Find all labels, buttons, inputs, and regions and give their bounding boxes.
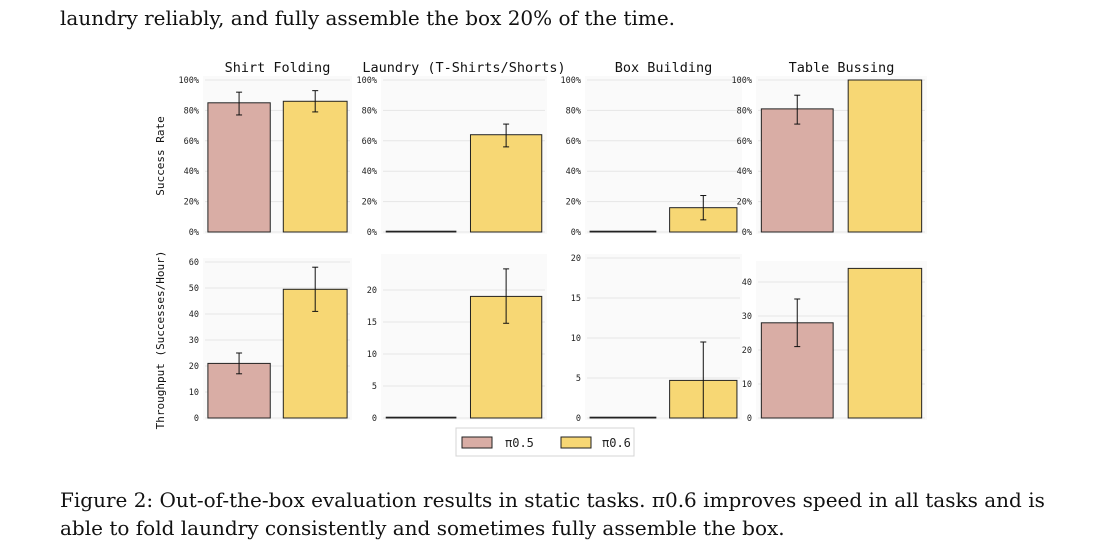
y-axis-label: Success Rate [154,116,167,195]
y-tick-label: 40% [362,167,377,177]
y-tick-label: 40% [566,167,581,177]
y-tick-label: 60% [362,137,377,147]
panel-title: Box Building [615,60,713,76]
y-tick-label: 50 [189,284,199,294]
y-tick-label: 100% [732,76,752,86]
y-tick-label: 0 [747,414,752,424]
y-tick-label: 20% [184,198,199,208]
y-tick-label: 15 [367,318,377,328]
y-tick-label: 10 [571,334,581,344]
bar-pi06 [282,100,348,233]
bar-pi05 [760,108,834,233]
y-tick-label: 100% [561,76,581,86]
y-tick-label: 80% [737,106,752,116]
bar-pi06 [469,134,543,233]
y-tick-label: 100% [179,76,199,86]
y-tick-label: 80% [566,106,581,116]
legend-label-pi05: π0.5 [505,436,534,450]
y-tick-label: 5 [576,374,581,384]
y-tick-label: 10 [742,380,752,390]
bar-pi05 [385,416,457,419]
y-tick-label: 0% [367,228,377,238]
y-tick-label: 15 [571,294,581,304]
legend-swatch-pi06 [560,436,592,449]
panel-title: Laundry (T-Shirts/Shorts) [362,60,565,76]
y-tick-label: 60% [566,137,581,147]
y-tick-label: 5 [372,382,377,392]
y-tick-label: 30 [742,312,752,322]
y-tick-label: 0 [194,414,199,424]
panel-title: Shirt Folding [225,60,331,76]
y-tick-label: 60 [189,258,199,268]
y-tick-label: 0 [576,414,581,424]
y-tick-label: 100% [357,76,377,86]
y-tick-label: 20 [189,362,199,372]
bar-pi06 [847,267,923,419]
panel-title: Table Bussing [789,60,895,76]
y-tick-label: 40% [737,167,752,177]
y-tick-label: 0% [571,228,581,238]
y-tick-label: 60% [737,137,752,147]
bar-pi05 [589,416,657,419]
y-tick-label: 20 [571,254,581,264]
y-tick-label: 30 [189,336,199,346]
y-axis-label: Throughput (Successes/Hour) [154,251,167,430]
figure-caption-line-1: Figure 2: Out-of-the-box evaluation resu… [60,488,1045,512]
y-tick-label: 60% [184,137,199,147]
legend-swatch-pi05 [461,436,493,449]
y-tick-label: 10 [367,350,377,360]
bar-pi05 [589,230,657,233]
y-tick-label: 0% [189,228,199,238]
y-tick-label: 80% [184,106,199,116]
legend-label-pi06: π0.6 [602,436,631,450]
y-tick-label: 40 [742,278,752,288]
bar-pi05 [385,230,457,233]
bar-pi06 [847,79,923,233]
paper-body-text-line: laundry reliably, and fully assemble the… [60,6,676,30]
y-tick-label: 10 [189,388,199,398]
bar-pi05 [207,102,271,233]
y-tick-label: 20 [742,346,752,356]
y-tick-label: 20% [362,198,377,208]
y-tick-label: 40 [189,310,199,320]
y-tick-label: 0 [372,414,377,424]
y-tick-label: 80% [362,106,377,116]
y-tick-label: 20 [367,286,377,296]
y-tick-label: 40% [184,167,199,177]
y-tick-label: 20% [737,198,752,208]
y-tick-label: 20% [566,198,581,208]
figure-caption-line-2: able to fold laundry consistently and so… [60,516,785,540]
y-tick-label: 0% [742,228,752,238]
